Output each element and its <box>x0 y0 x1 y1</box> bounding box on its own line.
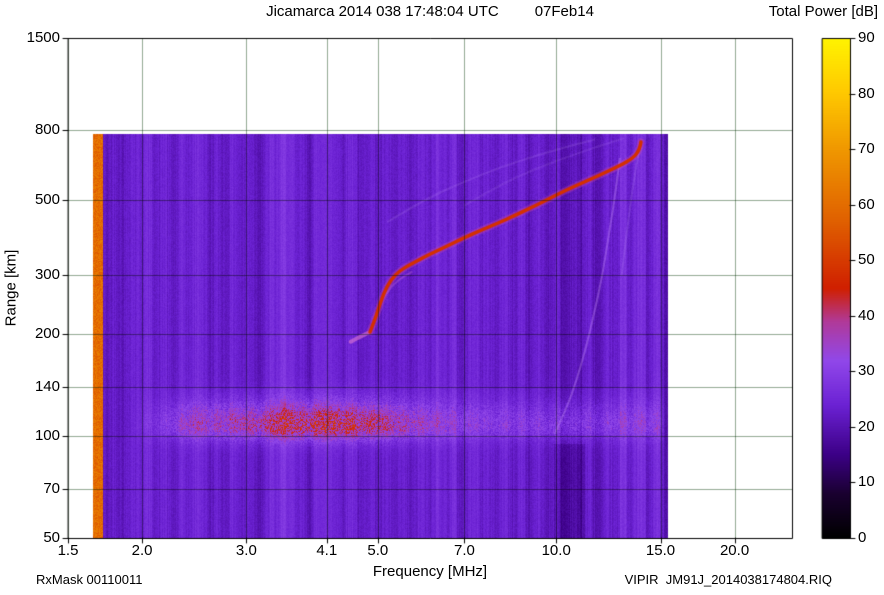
x-tick-label: 4.1 <box>316 542 338 559</box>
y-tick-label: 70 <box>43 479 60 497</box>
x-tick-label: 15.0 <box>645 542 676 559</box>
x-tick-label: 5.0 <box>367 542 389 559</box>
filename-label: VIPIR JM91J_2014038174804.RIQ <box>624 572 832 587</box>
colorbar-tick-label: 90 <box>858 29 875 46</box>
colorbar-tick-label: 10 <box>858 473 875 491</box>
colorbar-tick-label: 60 <box>858 195 875 213</box>
y-tick-label: 1500 <box>26 29 60 46</box>
colorbar-title: Total Power [dB] <box>768 3 878 20</box>
x-axis-label: Frequency [MHz] <box>372 563 488 580</box>
x-tick-label: 7.0 <box>453 542 475 559</box>
rxmask-label: RxMask 00110011 <box>36 572 143 587</box>
y-tick-label: 500 <box>34 190 60 208</box>
y-tick-label: 300 <box>34 265 60 283</box>
y-tick-label: 50 <box>43 529 60 546</box>
x-tick-label: 2.0 <box>131 542 153 559</box>
y-axis-label: Range [km] <box>2 249 20 327</box>
plot-title: Jicamarca 2014 038 17:48:04 UTC 07Feb14 <box>68 3 792 20</box>
x-tick-label: 3.0 <box>235 542 257 559</box>
plot-title-main: Jicamarca 2014 038 17:48:04 UTC <box>266 3 499 20</box>
colorbar-tick-label: 0 <box>858 529 867 546</box>
colorbar-tick-label: 50 <box>858 251 875 269</box>
y-tick-label: 200 <box>34 325 60 343</box>
y-tick-label: 140 <box>34 377 60 395</box>
colorbar-tick-label: 30 <box>858 362 875 380</box>
colorbar-tick-label: 80 <box>858 84 875 102</box>
plot-title-date: 07Feb14 <box>534 3 594 20</box>
colorbar-tick-label: 20 <box>858 417 875 435</box>
y-tick-label: 100 <box>34 427 60 445</box>
colorbar-tick-label: 40 <box>858 306 875 324</box>
x-tick-label: 1.5 <box>57 542 79 559</box>
x-tick-label: 10.0 <box>541 542 571 559</box>
y-tick-label: 800 <box>34 121 60 139</box>
x-tick-label: 20.0 <box>719 542 750 559</box>
colorbar-tick-label: 70 <box>858 140 875 158</box>
